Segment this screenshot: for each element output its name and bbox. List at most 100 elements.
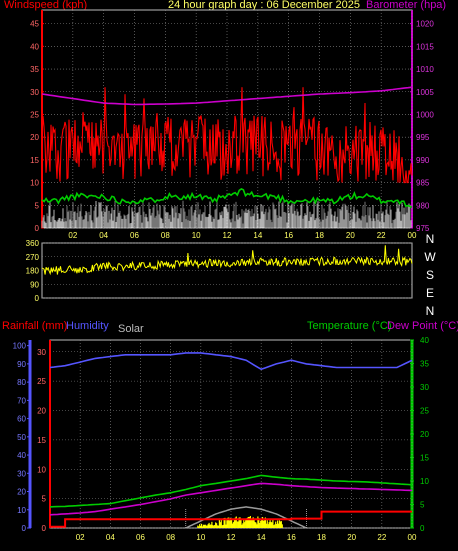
temperature-axis-label: Temperature (°C): [307, 320, 391, 332]
wind-tick-label: 25: [30, 110, 39, 119]
rainfall-axis-label: Rainfall (mm): [2, 320, 67, 332]
dewpoint-series-line: [49, 482, 413, 516]
wind-tick-label: 5: [35, 201, 40, 210]
wind-direction-series-line: [41, 245, 413, 276]
x-tick-label: 12: [223, 231, 232, 240]
rainfall-tick-label: 5: [42, 495, 47, 504]
wind-tick-label: 30: [30, 88, 39, 97]
barometer-tick-label: 1015: [416, 42, 434, 51]
wind-tick-label: 35: [30, 65, 39, 74]
x-tick-label: 14: [253, 231, 262, 240]
barometer-tick-label: 1005: [416, 88, 434, 97]
temperature-tick-label: 10: [420, 477, 429, 486]
humidity-tick-label: 100: [13, 342, 27, 351]
x-tick-label: 06: [136, 533, 145, 542]
barometer-axis-label: Barometer (hpa): [366, 0, 446, 11]
x-tick-label: 20: [347, 533, 356, 542]
compass-label: W: [424, 250, 436, 264]
x-tick-label: 14: [257, 533, 266, 542]
direction-tick-label: 270: [26, 253, 40, 262]
direction-plot-frame: [41, 242, 413, 299]
x-tick-label: 06: [130, 231, 139, 240]
compass-label: N: [426, 304, 435, 318]
x-tick-label: 16: [287, 533, 296, 542]
barometer-tick-label: 1020: [416, 20, 434, 29]
temperature-tick-label: 5: [420, 501, 425, 510]
barometer-tick-label: 995: [416, 133, 430, 142]
temperature-tick-label: 0: [420, 524, 425, 533]
humidity-tick-label: 30: [17, 469, 26, 478]
barometer-tick-label: 990: [416, 156, 430, 165]
x-tick-label: 04: [99, 231, 108, 240]
rainfall-tick-label: 0: [42, 524, 47, 533]
compass-label: N: [426, 232, 435, 246]
direction-tick-label: 90: [30, 280, 39, 289]
x-tick-label: 22: [377, 533, 386, 542]
average-wind-series-line: [41, 187, 413, 208]
windspeed-axis-label: Windspeed (kph): [4, 0, 87, 11]
wind-tick-label: 15: [30, 156, 39, 165]
temperature-series-line: [49, 474, 413, 508]
x-tick-label: 08: [166, 533, 175, 542]
x-tick-label: 16: [284, 231, 293, 240]
temperature-tick-label: 25: [420, 407, 429, 416]
wind-tick-label: 10: [30, 179, 39, 188]
wind-tick-label: 45: [30, 20, 39, 29]
x-tick-label: 02: [68, 231, 77, 240]
solar-label: Solar: [118, 323, 144, 335]
humidity-tick-label: 80: [17, 378, 26, 387]
x-tick-label: 10: [192, 231, 201, 240]
humidity-tick-label: 50: [17, 433, 26, 442]
x-tick-label: 10: [196, 533, 205, 542]
direction-tick-label: 360: [26, 239, 40, 248]
x-tick-label: 18: [317, 533, 326, 542]
barometer-tick-label: 985: [416, 179, 430, 188]
wind-tick-label: 40: [30, 42, 39, 51]
x-tick-label: 00: [408, 533, 417, 542]
rainfall-tick-label: 10: [37, 465, 46, 474]
rainfall-tick-label: 25: [37, 377, 46, 386]
x-tick-label: 20: [346, 231, 355, 240]
x-tick-label: 18: [315, 231, 324, 240]
windspeed-series-line: [41, 87, 413, 184]
rainfall-tick-label: 20: [37, 407, 46, 416]
temperature-tick-label: 40: [420, 336, 429, 345]
humidity-tick-label: 70: [17, 396, 26, 405]
humidity-tick-label: 0: [22, 524, 27, 533]
x-tick-label: 02: [76, 533, 85, 542]
x-tick-label: 22: [377, 231, 386, 240]
wind-tick-label: 0: [35, 224, 40, 233]
temperature-tick-label: 30: [420, 383, 429, 392]
barometer-series-line: [41, 86, 413, 106]
chart-title: 24 hour graph day : 06 December 2025: [168, 0, 360, 11]
x-tick-label: 12: [227, 533, 236, 542]
direction-tick-label: 0: [35, 294, 40, 303]
temperature-tick-label: 35: [420, 360, 429, 369]
humidity-series-line: [49, 352, 413, 371]
temperature-tick-label: 15: [420, 454, 429, 463]
compass-label: E: [426, 286, 434, 300]
x-tick-label: 04: [106, 533, 115, 542]
x-tick-label: 08: [161, 231, 170, 240]
x-tick-label: 00: [408, 231, 417, 240]
wind-tick-label: 20: [30, 133, 39, 142]
dewpoint-axis-label: Dew Point (°C): [387, 320, 458, 332]
humidity-tick-label: 90: [17, 360, 26, 369]
humidity-tick-label: 40: [17, 451, 26, 460]
humidity-tick-label: 60: [17, 415, 26, 424]
humidity-tick-label: 20: [17, 488, 26, 497]
barometer-tick-label: 1000: [416, 110, 434, 119]
humidity-axis-label: Humidity: [66, 320, 109, 332]
direction-tick-label: 180: [26, 267, 40, 276]
rainfall-series-line: [50, 510, 412, 528]
barometer-tick-label: 980: [416, 201, 430, 210]
rainfall-tick-label: 15: [37, 436, 46, 445]
barometer-tick-label: 975: [416, 224, 430, 233]
temperature-tick-label: 20: [420, 430, 429, 439]
rainfall-tick-label: 30: [37, 348, 46, 357]
compass-label: S: [426, 268, 434, 282]
barometer-tick-label: 1010: [416, 65, 434, 74]
humidity-tick-label: 10: [17, 506, 26, 515]
